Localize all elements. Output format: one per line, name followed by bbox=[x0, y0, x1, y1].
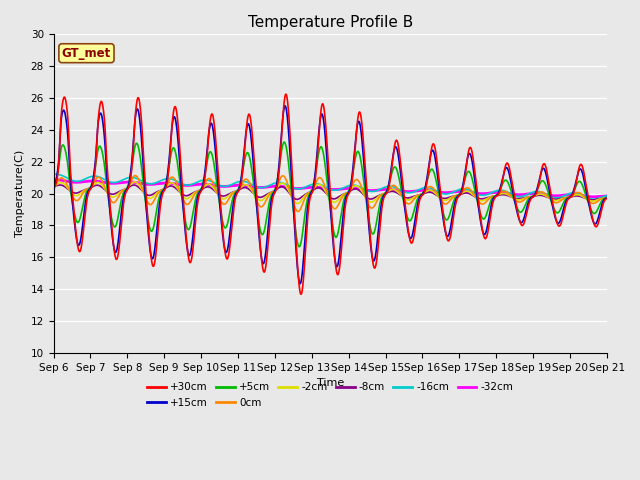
-32cm bbox=[204, 181, 212, 187]
-32cm bbox=[491, 190, 499, 195]
-2cm bbox=[359, 190, 367, 195]
+5cm bbox=[50, 183, 58, 189]
-8cm bbox=[554, 196, 562, 202]
0cm bbox=[603, 195, 611, 201]
-16cm bbox=[589, 196, 597, 202]
+30cm bbox=[570, 189, 578, 195]
0cm bbox=[359, 187, 367, 193]
+30cm bbox=[603, 196, 611, 202]
-16cm bbox=[603, 193, 611, 199]
0cm bbox=[570, 192, 578, 197]
0cm bbox=[294, 209, 302, 215]
Line: -32cm: -32cm bbox=[54, 180, 607, 197]
+5cm bbox=[570, 188, 578, 193]
-2cm bbox=[294, 201, 301, 206]
Line: -8cm: -8cm bbox=[54, 185, 607, 200]
+5cm bbox=[280, 139, 288, 145]
X-axis label: Time: Time bbox=[317, 378, 344, 388]
-32cm bbox=[603, 193, 611, 199]
-32cm bbox=[589, 194, 597, 200]
+5cm bbox=[204, 155, 212, 161]
Legend: +30cm, +15cm, +5cm, 0cm, -2cm, -8cm, -16cm, -32cm: +30cm, +15cm, +5cm, 0cm, -2cm, -8cm, -16… bbox=[143, 378, 518, 412]
-8cm bbox=[56, 182, 64, 188]
+15cm bbox=[50, 184, 58, 190]
-2cm bbox=[131, 179, 138, 185]
-8cm bbox=[50, 183, 58, 189]
-8cm bbox=[589, 197, 596, 203]
+15cm bbox=[555, 220, 563, 226]
+5cm bbox=[347, 182, 355, 188]
+5cm bbox=[296, 244, 303, 250]
+15cm bbox=[347, 183, 355, 189]
Line: -2cm: -2cm bbox=[54, 182, 607, 204]
-2cm bbox=[570, 192, 578, 198]
+30cm bbox=[555, 223, 563, 228]
+30cm bbox=[282, 91, 289, 97]
+15cm bbox=[204, 139, 212, 145]
+15cm bbox=[570, 187, 578, 192]
+15cm bbox=[603, 195, 611, 201]
+30cm bbox=[359, 130, 367, 135]
+30cm bbox=[50, 185, 58, 191]
-32cm bbox=[346, 185, 354, 191]
-32cm bbox=[50, 177, 58, 182]
+5cm bbox=[492, 193, 499, 199]
0cm bbox=[204, 176, 212, 181]
0cm bbox=[50, 183, 58, 189]
Line: +30cm: +30cm bbox=[54, 94, 607, 294]
+5cm bbox=[555, 209, 563, 215]
+15cm bbox=[492, 193, 499, 199]
-16cm bbox=[204, 177, 212, 183]
Line: 0cm: 0cm bbox=[54, 176, 607, 212]
-8cm bbox=[570, 193, 577, 199]
-8cm bbox=[346, 188, 354, 194]
-32cm bbox=[554, 193, 562, 199]
-16cm bbox=[50, 171, 58, 177]
Line: +5cm: +5cm bbox=[54, 142, 607, 247]
0cm bbox=[492, 193, 499, 199]
-16cm bbox=[491, 188, 499, 194]
-2cm bbox=[603, 195, 611, 201]
+15cm bbox=[359, 145, 367, 151]
-32cm bbox=[358, 187, 366, 192]
Y-axis label: Temperature(C): Temperature(C) bbox=[15, 150, 25, 237]
-8cm bbox=[603, 195, 611, 201]
+30cm bbox=[297, 291, 305, 297]
0cm bbox=[555, 199, 563, 205]
-8cm bbox=[204, 184, 212, 190]
Text: GT_met: GT_met bbox=[62, 47, 111, 60]
-16cm bbox=[358, 185, 366, 191]
-8cm bbox=[492, 193, 499, 199]
-2cm bbox=[555, 197, 563, 203]
Line: +15cm: +15cm bbox=[54, 106, 607, 284]
-16cm bbox=[570, 190, 577, 195]
-2cm bbox=[492, 193, 499, 199]
+5cm bbox=[359, 170, 367, 176]
0cm bbox=[347, 185, 355, 191]
+30cm bbox=[347, 187, 355, 192]
-2cm bbox=[347, 187, 355, 192]
+30cm bbox=[492, 194, 499, 200]
Title: Temperature Profile B: Temperature Profile B bbox=[248, 15, 413, 30]
-2cm bbox=[50, 183, 58, 189]
+15cm bbox=[296, 281, 304, 287]
-8cm bbox=[358, 191, 366, 196]
-2cm bbox=[204, 181, 212, 187]
+5cm bbox=[603, 195, 611, 201]
-16cm bbox=[346, 182, 354, 188]
Line: -16cm: -16cm bbox=[54, 174, 607, 199]
0cm bbox=[131, 173, 139, 179]
+30cm bbox=[204, 143, 212, 148]
-16cm bbox=[554, 195, 562, 201]
-32cm bbox=[570, 192, 577, 197]
+15cm bbox=[281, 103, 289, 108]
